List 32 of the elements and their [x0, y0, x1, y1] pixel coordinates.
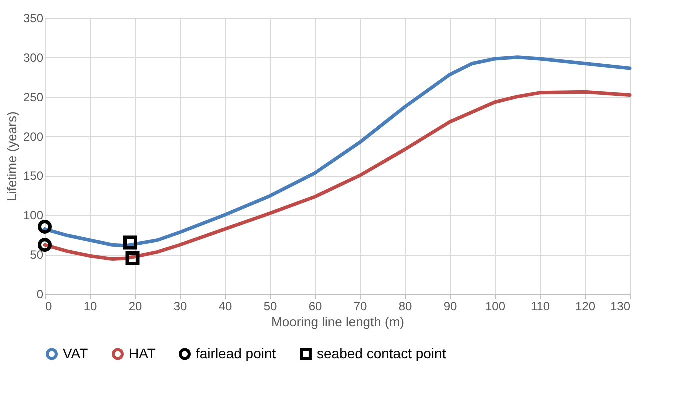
point [126, 252, 140, 266]
x-tick-label: 0 [46, 300, 52, 314]
y-tick-label: 250 [23, 90, 44, 104]
x-tick-label: 130 [610, 300, 631, 314]
legend-label: VAT [63, 345, 89, 362]
y-tick-label: 100 [23, 208, 44, 223]
point [124, 236, 138, 250]
x-tick-label: 60 [308, 300, 322, 314]
y-tick-label: 50 [30, 248, 44, 262]
x-tick-label: 90 [444, 300, 458, 314]
y-tick-label: 0 [36, 288, 44, 302]
y-tick-label: 200 [23, 130, 44, 144]
legend-label: HAT [129, 345, 156, 362]
y-tick-label: 350 [23, 12, 44, 26]
x-tick-label: 50 [264, 300, 278, 314]
x-tick-label: 30 [174, 300, 188, 314]
x-axis-title: Mooring line length (m) [272, 314, 404, 330]
point [38, 238, 52, 252]
y-axis-title: Lifetime (years) [4, 112, 20, 202]
x-tick-label: 20 [128, 300, 142, 314]
point [38, 220, 52, 234]
x-tick-label: 70 [354, 300, 368, 314]
y-tick-label: 300 [23, 50, 44, 65]
legend-label: fairlead point [196, 345, 276, 362]
x-tick-label: 110 [530, 300, 550, 314]
x-tick-label: 40 [218, 300, 232, 314]
y-tick-label: 150 [23, 169, 44, 184]
x-tick-label: 10 [84, 300, 98, 314]
x-tick-label: 100 [485, 300, 506, 314]
x-tick-label: 120 [575, 300, 596, 314]
legend-label: seabed contact point [317, 345, 446, 362]
x-tick-label: 80 [398, 300, 412, 314]
